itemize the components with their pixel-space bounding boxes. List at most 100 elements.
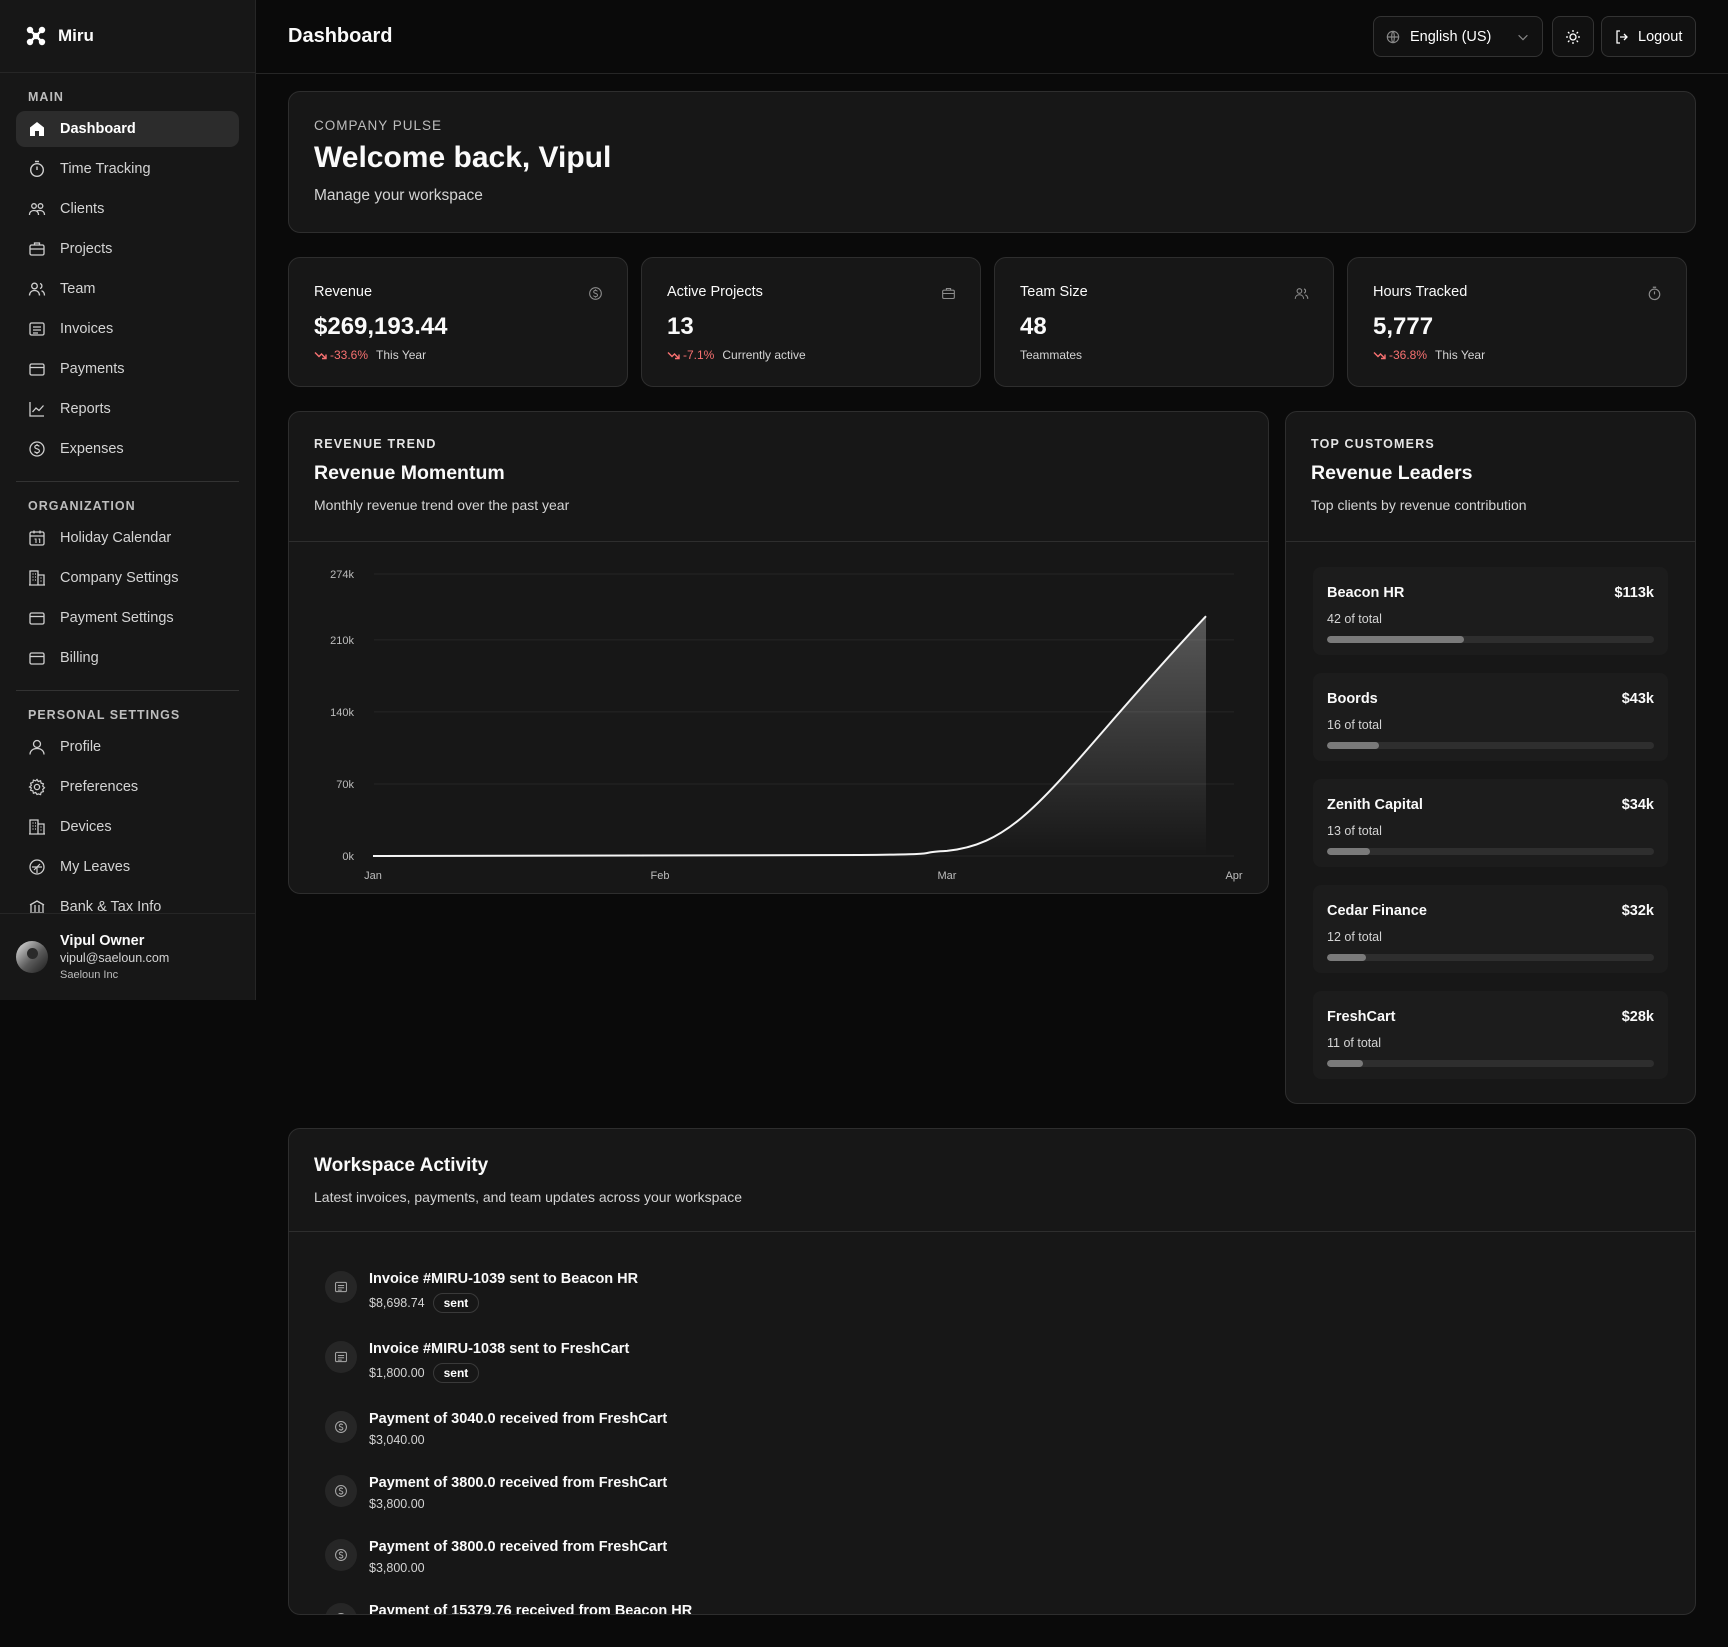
leader-share: 42 of total bbox=[1327, 612, 1382, 626]
status-badge: sent bbox=[432, 1363, 480, 1383]
leader-share-fill bbox=[1327, 742, 1380, 749]
activity-header: Workspace Activity Latest invoices, paym… bbox=[289, 1129, 1695, 1232]
stat-value: 5,777 bbox=[1373, 313, 1434, 340]
leader-item[interactable]: Boords $43k 16 of total bbox=[1313, 673, 1668, 761]
sidebar-item-payments[interactable]: Payments bbox=[16, 351, 239, 387]
trend-value: -36.8% bbox=[1389, 348, 1428, 362]
stat-note: This Year bbox=[1435, 348, 1486, 362]
revenue-trend-title: Revenue Momentum bbox=[314, 462, 505, 484]
nav-divider bbox=[16, 690, 239, 691]
leader-amount: $34k bbox=[1621, 797, 1654, 813]
sidebar: Miru MAIN Dashboard Time Tracking Client… bbox=[0, 0, 256, 1000]
sidebar-item-invoices[interactable]: Invoices bbox=[16, 311, 239, 347]
sidebar-item-my-leaves[interactable]: My Leaves bbox=[16, 849, 239, 885]
leader-share: 12 of total bbox=[1327, 930, 1382, 944]
sidebar-item-preferences[interactable]: Preferences bbox=[16, 769, 239, 805]
activity-title: Invoice #MIRU-1038 sent to FreshCart bbox=[369, 1341, 630, 1357]
activity-title: Workspace Activity bbox=[314, 1155, 489, 1176]
logout-button[interactable]: Logout bbox=[1601, 16, 1696, 57]
sidebar-item-holiday-calendar[interactable]: Holiday Calendar bbox=[16, 520, 239, 556]
globe-icon bbox=[1386, 30, 1400, 43]
leader-share-bar bbox=[1327, 954, 1654, 961]
user-card[interactable]: Vipul Owner vipul@saeloun.com Saeloun In… bbox=[0, 913, 255, 1000]
sidebar-item-label: Devices bbox=[60, 819, 112, 835]
app-name: Miru bbox=[58, 26, 94, 45]
theme-toggle-button[interactable] bbox=[1552, 16, 1594, 57]
stopwatch-icon bbox=[29, 160, 45, 178]
y-tick-label: 140k bbox=[330, 707, 354, 719]
x-tick-label: Mar bbox=[938, 870, 957, 882]
bank-icon bbox=[29, 900, 45, 913]
sidebar-item-clients[interactable]: Clients bbox=[16, 191, 239, 227]
sidebar-item-profile[interactable]: Profile bbox=[16, 729, 239, 765]
activity-icon-wrap bbox=[325, 1271, 357, 1303]
trend-down-icon bbox=[667, 351, 680, 359]
activity-icon-wrap bbox=[325, 1341, 357, 1373]
y-tick-label: 210k bbox=[330, 635, 354, 647]
sidebar-item-label: Dashboard bbox=[60, 121, 136, 137]
dollar-circle-icon bbox=[335, 1421, 347, 1433]
sidebar-item-label: Payments bbox=[60, 361, 125, 377]
activity-item[interactable]: Invoice #MIRU-1039 sent to Beacon HR $8,… bbox=[325, 1271, 638, 1313]
nav-divider bbox=[16, 481, 239, 482]
sidebar-item-bank-tax-info[interactable]: Bank & Tax Info bbox=[16, 889, 239, 913]
leader-item[interactable]: Cedar Finance $32k 12 of total bbox=[1313, 885, 1668, 973]
leader-share-bar bbox=[1327, 848, 1654, 855]
sidebar-item-reports[interactable]: Reports bbox=[16, 391, 239, 427]
sidebar-item-team[interactable]: Team bbox=[16, 271, 239, 307]
sidebar-item-devices[interactable]: Devices bbox=[16, 809, 239, 845]
leader-item[interactable]: Beacon HR $113k 42 of total bbox=[1313, 567, 1668, 655]
leader-amount: $32k bbox=[1621, 903, 1654, 919]
activity-item[interactable]: Payment of 3040.0 received from FreshCar… bbox=[325, 1411, 667, 1447]
sidebar-item-dashboard[interactable]: Dashboard bbox=[16, 111, 239, 147]
home-icon bbox=[30, 122, 44, 136]
sidebar-item-label: Profile bbox=[60, 739, 102, 755]
user-name: Vipul Owner bbox=[60, 933, 145, 949]
language-label: English (US) bbox=[1410, 28, 1492, 45]
section-label-main: MAIN bbox=[28, 90, 64, 104]
sidebar-item-company-settings[interactable]: Company Settings bbox=[16, 560, 239, 596]
chevron-down-icon bbox=[1518, 34, 1528, 40]
leader-item[interactable]: FreshCart $28k 11 of total bbox=[1313, 991, 1668, 1079]
sidebar-item-projects[interactable]: Projects bbox=[16, 231, 239, 267]
briefcase-icon bbox=[29, 242, 45, 256]
activity-item[interactable]: Payment of 3800.0 received from FreshCar… bbox=[325, 1539, 667, 1575]
sidebar-item-time-tracking[interactable]: Time Tracking bbox=[16, 151, 239, 187]
activity-icon-wrap bbox=[325, 1475, 357, 1507]
activity-item[interactable]: Payment of 15379.76 received from Beacon… bbox=[325, 1603, 692, 1614]
leader-share: 16 of total bbox=[1327, 718, 1382, 732]
leader-amount: $43k bbox=[1621, 691, 1654, 707]
language-select[interactable]: English (US) bbox=[1373, 16, 1543, 57]
wallet-icon bbox=[29, 652, 45, 665]
sidebar-item-payment-settings[interactable]: Payment Settings bbox=[16, 600, 239, 636]
activity-amount: $3,800.00 bbox=[369, 1561, 425, 1575]
brand[interactable]: Miru bbox=[0, 0, 255, 73]
welcome-subtitle: Manage your workspace bbox=[314, 187, 483, 204]
leader-share-fill bbox=[1327, 1060, 1363, 1067]
activity-meta: $3,040.00 bbox=[369, 1433, 667, 1447]
stat-value: $269,193.44 bbox=[314, 313, 448, 340]
sidebar-item-label: Payment Settings bbox=[60, 610, 174, 626]
leaders-eyebrow: TOP CUSTOMERS bbox=[1311, 437, 1435, 451]
sidebar-item-billing[interactable]: Billing bbox=[16, 640, 239, 676]
page-title: Dashboard bbox=[288, 25, 393, 47]
dollar-circle-icon bbox=[589, 287, 602, 300]
stat-meta: -36.8% This Year bbox=[1373, 348, 1661, 362]
leader-share: 13 of total bbox=[1327, 824, 1382, 838]
dollar-circle-icon bbox=[337, 1613, 345, 1614]
activity-title: Invoice #MIRU-1039 sent to Beacon HR bbox=[369, 1271, 639, 1287]
stat-label: Team Size bbox=[1020, 284, 1088, 300]
trend-down-icon bbox=[1373, 351, 1386, 359]
leader-item[interactable]: Zenith Capital $34k 13 of total bbox=[1313, 779, 1668, 867]
activity-item[interactable]: Invoice #MIRU-1038 sent to FreshCart $1,… bbox=[325, 1341, 629, 1383]
sidebar-item-label: Holiday Calendar bbox=[60, 530, 172, 546]
workspace-activity-card: Workspace Activity Latest invoices, paym… bbox=[288, 1128, 1696, 1615]
sidebar-item-label: Bank & Tax Info bbox=[60, 899, 162, 913]
revenue-leaders-header: TOP CUSTOMERS Revenue Leaders Top client… bbox=[1286, 412, 1695, 542]
status-badge: sent bbox=[432, 1293, 480, 1313]
activity-item[interactable]: Payment of 3800.0 received from FreshCar… bbox=[325, 1475, 667, 1511]
sidebar-item-expenses[interactable]: Expenses bbox=[16, 431, 239, 467]
section-label-organization: ORGANIZATION bbox=[28, 499, 136, 513]
trend-value: -33.6% bbox=[330, 348, 369, 362]
trend-down: -36.8% bbox=[1373, 348, 1427, 362]
